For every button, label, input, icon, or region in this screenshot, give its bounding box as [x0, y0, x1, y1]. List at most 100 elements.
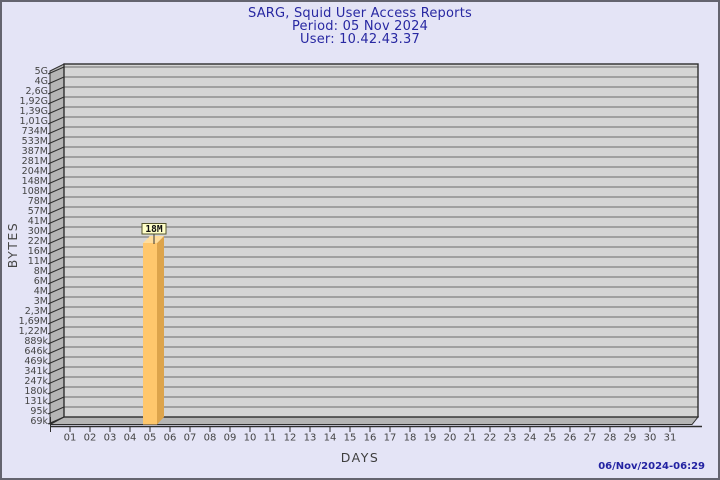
x-tick-label: 07	[184, 433, 197, 444]
y-tick-label: 6M	[34, 276, 48, 287]
y-tick	[47, 406, 65, 415]
y-tick	[47, 306, 65, 315]
x-tick-label: 22	[484, 433, 497, 444]
y-tick-label: 8M	[34, 266, 48, 277]
y-tick-label: 889k	[24, 336, 48, 347]
y-tick	[47, 326, 65, 335]
y-tick	[47, 396, 65, 405]
x-tick-label: 11	[264, 433, 277, 444]
y-tick	[47, 186, 65, 195]
y-tick-label: 180k	[24, 386, 48, 397]
y-tick-label: 204M	[22, 166, 48, 177]
y-tick	[47, 356, 65, 365]
x-tick-label: 31	[664, 433, 677, 444]
bar-value-box	[141, 223, 167, 235]
y-tick-label: 95k	[30, 406, 48, 417]
y-tick	[47, 136, 65, 145]
y-tick	[47, 276, 65, 285]
y-tick-label: 108M	[22, 186, 48, 197]
x-tick-label: 27	[584, 433, 597, 444]
y-tick	[47, 216, 65, 225]
x-tick-label: 23	[504, 433, 517, 444]
x-tick-label: 15	[344, 433, 357, 444]
y-tick	[47, 226, 65, 235]
y-tick-label: 281M	[22, 156, 48, 167]
y-tick	[47, 196, 65, 205]
x-tick-label: 08	[204, 433, 217, 444]
y-tick	[47, 266, 65, 275]
report-period: Period: 05 Nov 2024	[291, 19, 429, 34]
report-user: User: 10.42.43.37	[300, 32, 420, 47]
y-tick-label: 4G	[35, 76, 48, 87]
bar-side	[157, 236, 164, 425]
x-tick-label: 16	[364, 433, 377, 444]
y-tick	[47, 386, 65, 395]
y-tick-label: 41M	[28, 216, 48, 227]
y-tick	[47, 376, 65, 385]
y-tick-label: 646k	[24, 346, 48, 357]
y-tick-label: 78M	[28, 196, 48, 207]
y-tick-label: 11M	[28, 256, 48, 267]
x-tick-label: 20	[444, 433, 457, 444]
x-tick-label: 01	[64, 433, 77, 444]
y-tick-label: 1,92G	[19, 96, 48, 107]
x-tick-label: 17	[384, 433, 397, 444]
y-tick-label: 148M	[22, 176, 48, 187]
bar-value-label: 18M	[145, 224, 162, 235]
y-tick-label: 533M	[22, 136, 48, 147]
bar	[143, 243, 157, 425]
x-tick-label: 26	[564, 433, 577, 444]
x-tick-label: 03	[104, 433, 117, 444]
y-tick	[47, 286, 65, 295]
y-tick	[47, 176, 65, 185]
y-tick	[47, 146, 65, 155]
x-tick-label: 19	[424, 433, 437, 444]
y-tick-label: 734M	[22, 126, 48, 137]
y-tick	[47, 116, 65, 125]
y-tick	[47, 156, 65, 165]
y-tick-label: 1,39G	[19, 106, 48, 117]
y-tick-label: 3M	[34, 296, 48, 307]
y-tick	[47, 246, 65, 255]
y-tick-label: 16M	[28, 246, 48, 257]
x-tick-label: 18	[404, 433, 417, 444]
y-tick	[47, 236, 65, 245]
y-tick-label: 247k	[24, 376, 48, 387]
y-tick	[47, 256, 65, 265]
page-title: SARG, Squid User Access Reports	[248, 6, 472, 21]
y-tick-label: 57M	[28, 206, 48, 217]
x-tick-label: 24	[524, 433, 537, 444]
y-tick-label: 30M	[28, 226, 48, 237]
y-tick	[47, 66, 65, 75]
y-tick-label: 5G	[35, 66, 48, 77]
y-axis-title: BYTES	[5, 221, 20, 269]
y-tick-label: 2,3M	[25, 306, 48, 317]
x-tick-label: 05	[144, 433, 157, 444]
x-tick-label: 04	[124, 433, 137, 444]
x-tick-label: 13	[304, 433, 317, 444]
x-tick-label: 09	[224, 433, 237, 444]
y-tick	[47, 126, 65, 135]
y-tick-label: 131k	[24, 396, 48, 407]
x-tick-label: 02	[84, 433, 97, 444]
report-timestamp: 06/Nov/2024-06:29	[598, 461, 705, 472]
x-tick-label: 12	[284, 433, 297, 444]
y-tick	[47, 366, 65, 375]
x-axis-title: DAYS	[340, 450, 380, 465]
y-tick-label: 1,01G	[19, 116, 48, 127]
y-tick	[47, 316, 65, 325]
y-tick-label: 469k	[24, 356, 48, 367]
plot-area	[64, 64, 698, 417]
y-tick	[47, 336, 65, 345]
y-tick	[47, 106, 65, 115]
y-tick	[47, 76, 65, 85]
y-tick	[47, 346, 65, 355]
x-tick-label: 30	[644, 433, 657, 444]
x-tick-label: 14	[324, 433, 337, 444]
x-tick-label: 10	[244, 433, 257, 444]
y-tick-label: 22M	[28, 236, 48, 247]
chart-header: SARG, Squid User Access Reports Period: …	[2, 7, 718, 46]
y-tick	[47, 206, 65, 215]
